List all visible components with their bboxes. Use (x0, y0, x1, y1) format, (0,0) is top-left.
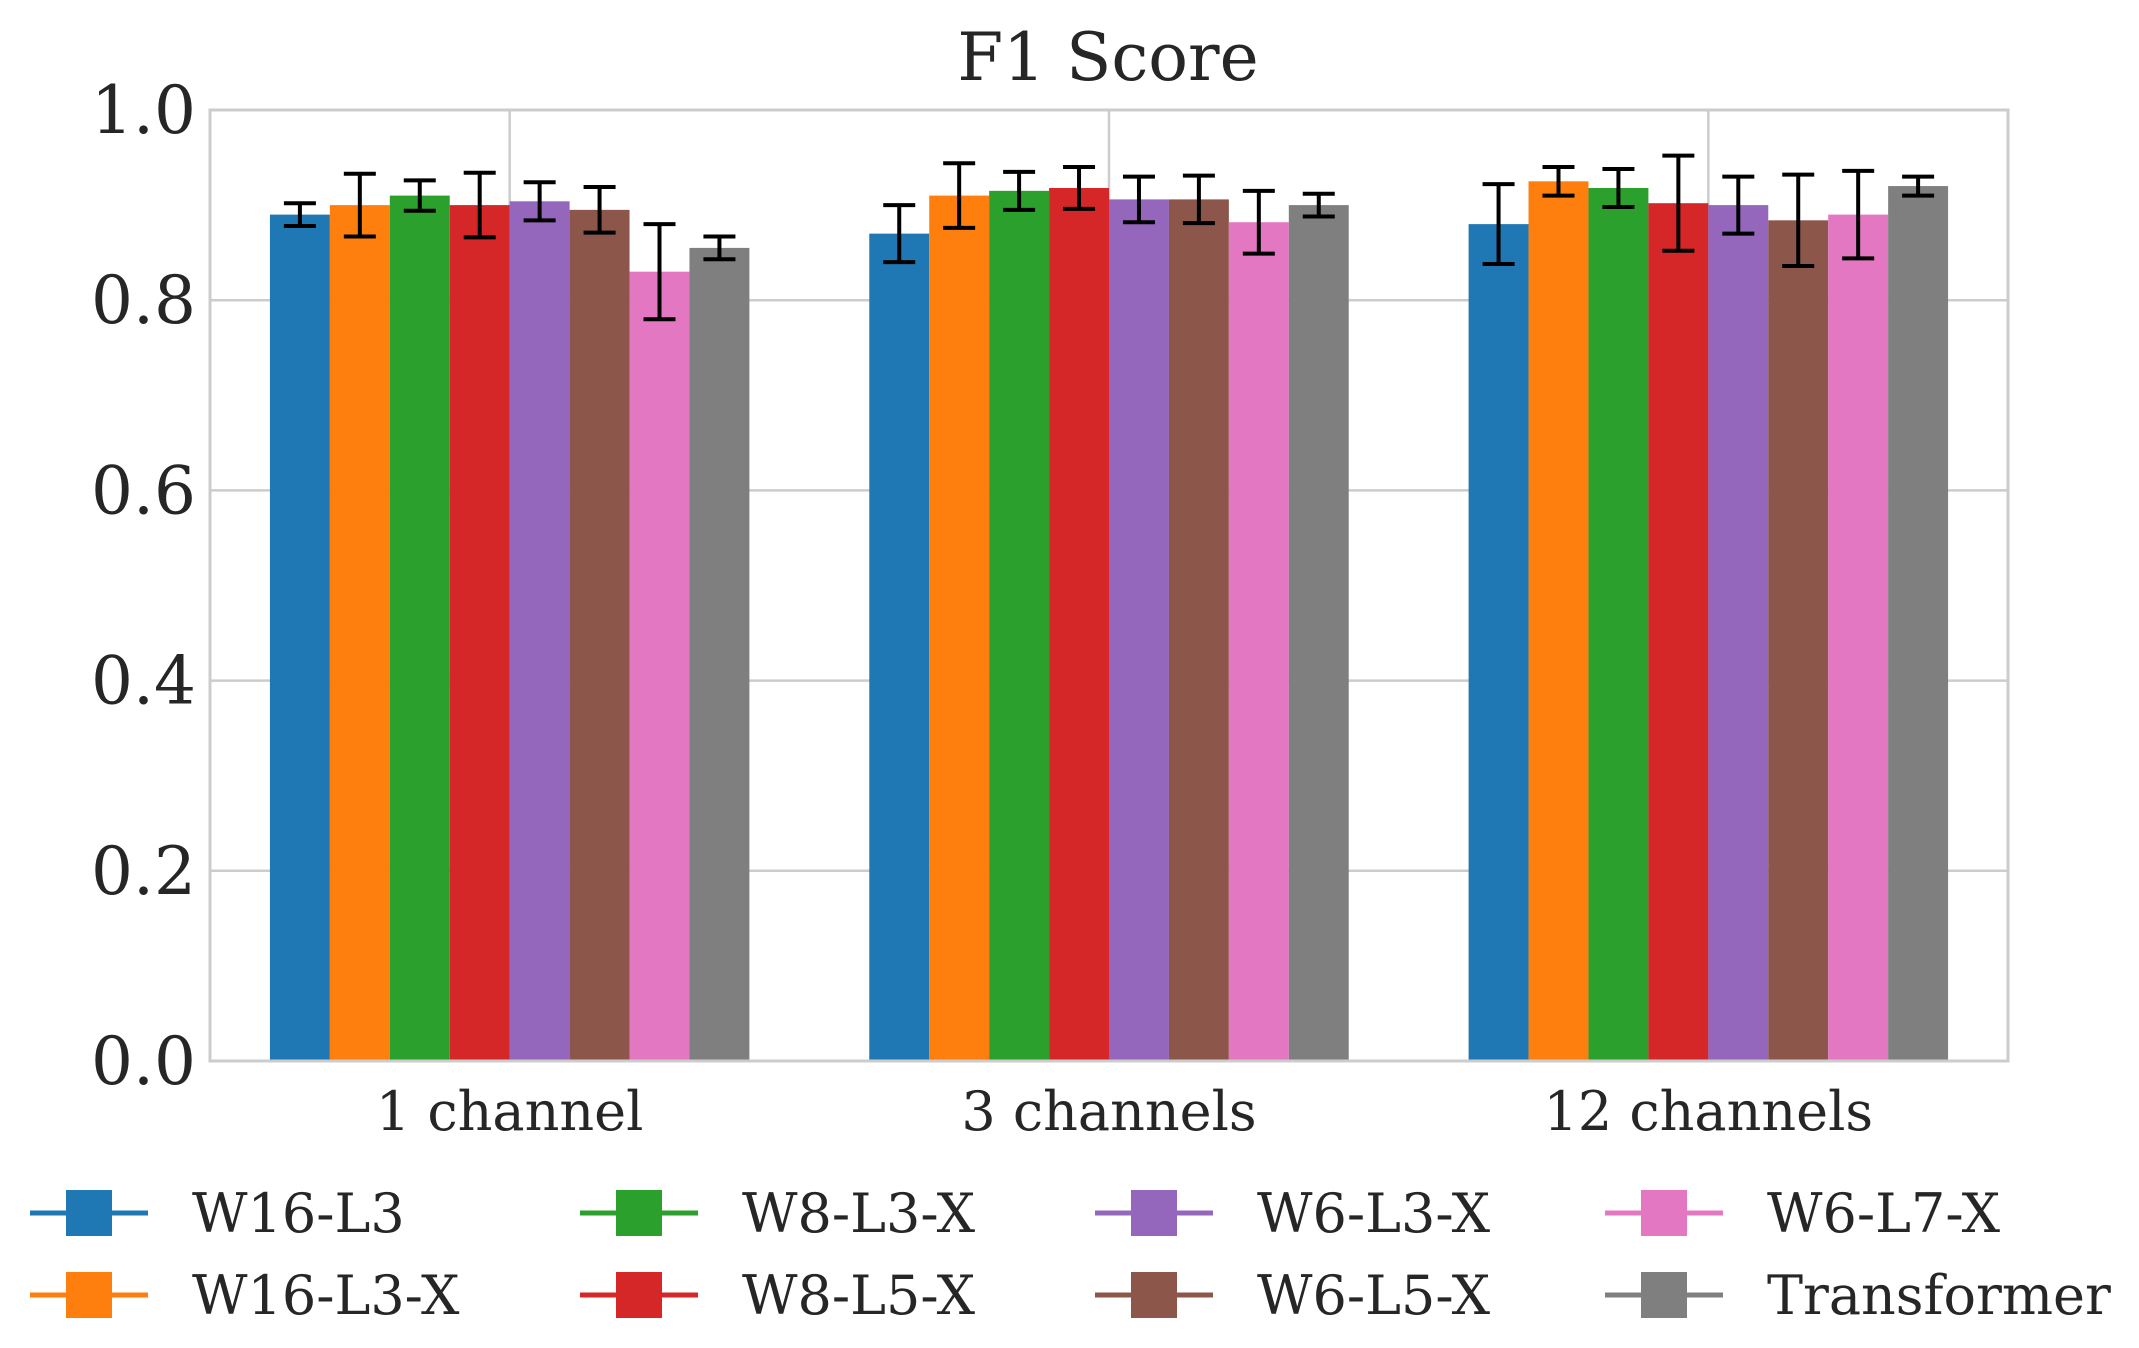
legend-item: W6-L5-X (1095, 1264, 1491, 1327)
bar (1768, 220, 1829, 1062)
chart-title: F1 Score (957, 19, 1258, 96)
legend-label: W6-L7-X (1767, 1182, 2001, 1245)
bar (1109, 199, 1169, 1062)
bar (449, 205, 510, 1062)
x-tick-label: 12 channels (1544, 1080, 1874, 1143)
bars-layer (269, 181, 1949, 1062)
tick-labels-layer: 0.0 0.2 0.4 0.6 0.8 1.0 1 channel 3 channels 12 … (91, 72, 1873, 1143)
bar (1648, 203, 1709, 1061)
error-bar (883, 203, 916, 265)
x-tick-label: 1 channel (376, 1080, 644, 1143)
error-bar (1242, 188, 1275, 256)
bar (389, 195, 450, 1062)
bar (1468, 224, 1529, 1061)
error-bar (403, 178, 436, 213)
legend-swatch (66, 1190, 112, 1236)
bar (1828, 214, 1889, 1062)
legend-item: W6-L3-X (1095, 1182, 1491, 1245)
legend-swatch (616, 1272, 662, 1318)
y-tick-label: 0.0 (91, 1023, 196, 1100)
bar (989, 190, 1050, 1061)
legend-swatch (66, 1272, 112, 1318)
error-bar (943, 161, 976, 230)
legend-label: W6-L3-X (1257, 1182, 1491, 1245)
y-tick-label: 0.8 (91, 262, 196, 339)
bar (1588, 187, 1649, 1061)
error-bar (1842, 168, 1875, 261)
error-bar (463, 170, 496, 240)
legend-item: W8-L5-X (580, 1264, 976, 1327)
bar (1708, 205, 1769, 1062)
y-tick-label: 0.2 (91, 833, 196, 910)
legend-swatch (1131, 1190, 1177, 1236)
bar (1228, 222, 1289, 1061)
bar (1168, 199, 1229, 1062)
bar (569, 209, 630, 1062)
bar (689, 247, 750, 1061)
error-bar (283, 201, 316, 229)
bar (1288, 205, 1349, 1062)
bar (869, 233, 930, 1061)
legend-item: W8-L3-X (580, 1182, 976, 1245)
legend-label: W8-L5-X (742, 1264, 976, 1327)
error-bar (1722, 174, 1755, 236)
bar (269, 214, 330, 1062)
error-bar (1182, 173, 1215, 226)
error-bar (1302, 191, 1335, 219)
error-bars-layer (283, 153, 1935, 322)
bar (629, 271, 690, 1061)
plot-frame (208, 108, 2010, 1063)
bar (1888, 186, 1949, 1061)
legend-swatch (1641, 1272, 1687, 1318)
error-bar (343, 171, 376, 239)
error-bar (583, 185, 616, 235)
bar (1528, 181, 1589, 1061)
y-tick-label: 0.6 (91, 452, 196, 529)
legend-label: W8-L3-X (742, 1182, 976, 1245)
y-tick-label: 1.0 (91, 72, 196, 149)
legend-item: W6-L7-X (1605, 1182, 2001, 1245)
legend-item: W16-L3-X (30, 1264, 460, 1327)
error-bar (1902, 174, 1935, 198)
error-bar (1063, 165, 1096, 211)
legend-swatch (616, 1190, 662, 1236)
x-tick-label: 3 channels (961, 1080, 1256, 1143)
legend-label: W16-L3 (192, 1182, 405, 1245)
legend: W16-L3 W16-L3-X W8-L3-X W8-L5-X W6-L3-X W6-L5… (30, 1182, 2111, 1327)
legend-swatch (1641, 1190, 1687, 1236)
error-bar (1003, 169, 1036, 212)
error-bar (1482, 182, 1515, 267)
error-bar (1122, 174, 1155, 225)
error-bar (1662, 153, 1695, 253)
legend-label: Transformer (1767, 1264, 2111, 1327)
error-bar (703, 234, 736, 262)
legend-item: Transformer (1605, 1264, 2111, 1327)
bar (929, 195, 990, 1062)
error-bar (523, 180, 556, 223)
error-bar (1602, 166, 1635, 210)
bar (509, 201, 570, 1061)
legend-label: W16-L3-X (192, 1264, 460, 1327)
bar (1049, 187, 1109, 1061)
error-bar (1542, 165, 1575, 198)
bar (329, 205, 390, 1062)
legend-item: W16-L3 (30, 1182, 405, 1245)
legend-label: W6-L5-X (1257, 1264, 1491, 1327)
error-bar (643, 222, 676, 322)
error-bar (1782, 172, 1815, 268)
y-tick-label: 0.4 (91, 643, 196, 720)
legend-swatch (1131, 1272, 1177, 1318)
